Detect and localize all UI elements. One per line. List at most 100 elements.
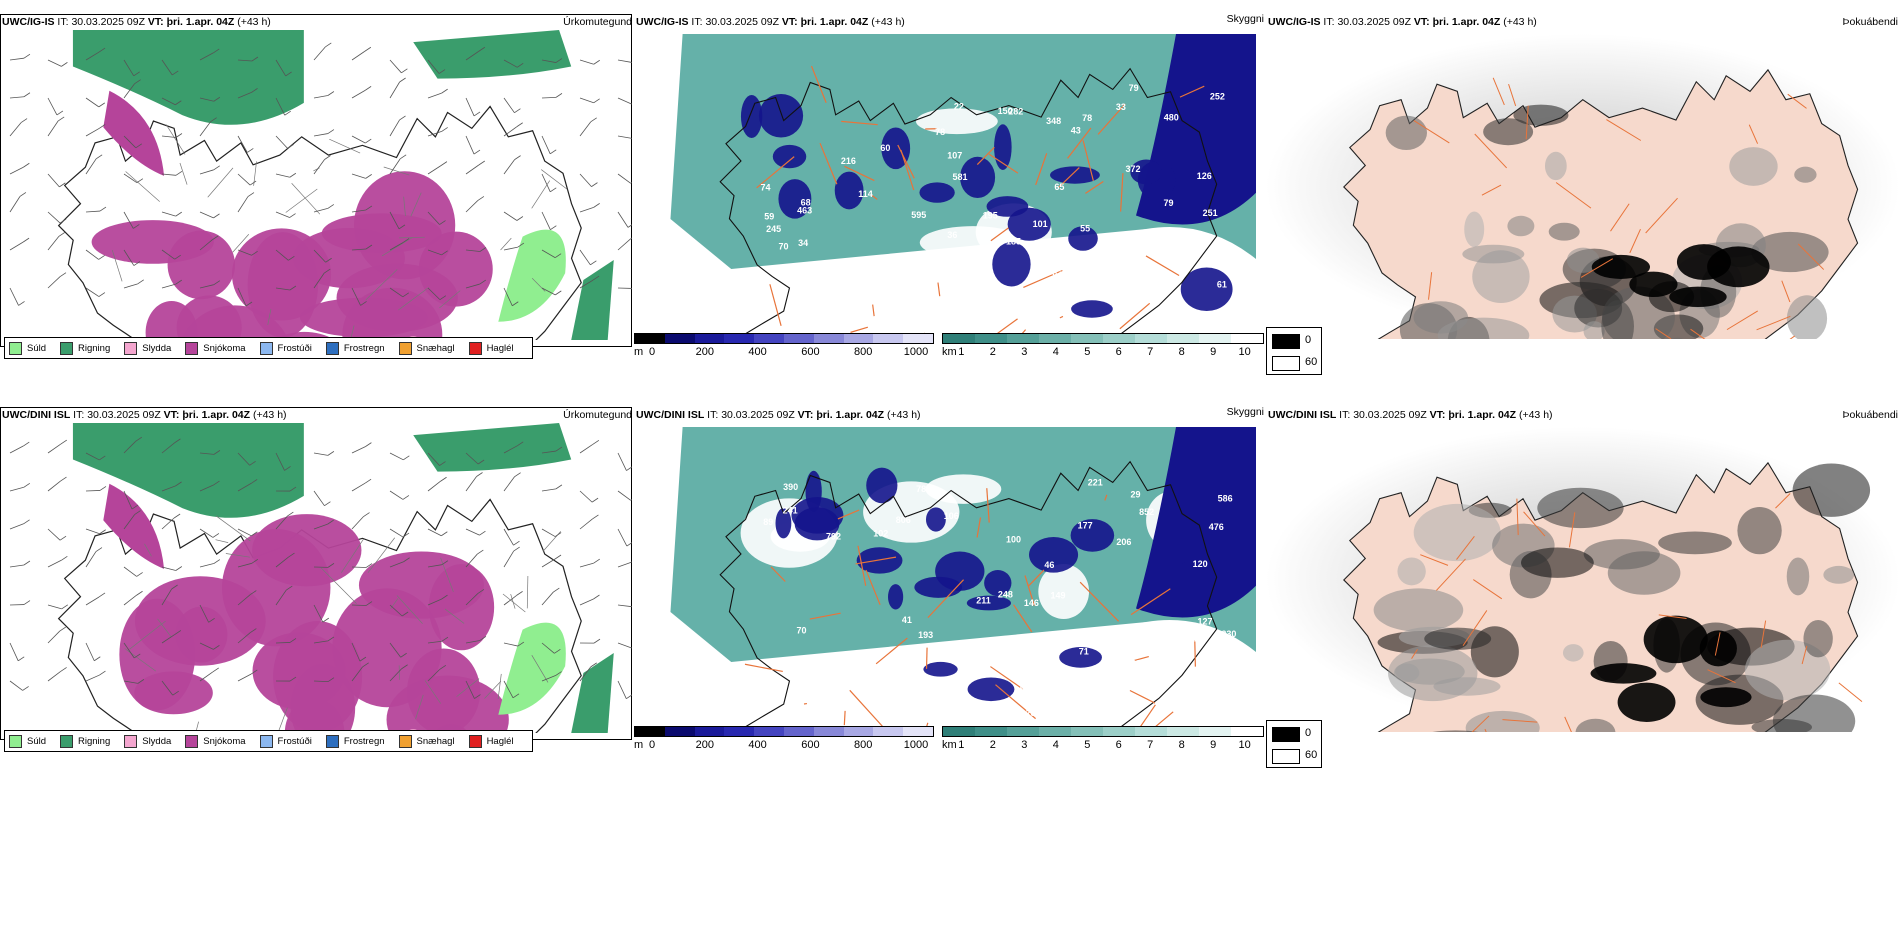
road — [403, 196, 406, 216]
road — [215, 515, 251, 542]
wind-barb — [47, 559, 62, 568]
legend-label: Súld — [27, 735, 47, 747]
cloudbase-value-label: 125 — [1166, 667, 1181, 677]
wind-barb — [389, 242, 404, 251]
wind-barb — [617, 59, 632, 63]
panel-header: UWC/IG-IS IT: 30.03.2025 09Z VT: þri. 1.… — [2, 16, 271, 28]
visibility-map: 1461392212301567922413608523183078924814… — [670, 427, 1256, 732]
wind-barb — [85, 490, 101, 492]
wind-barb — [161, 588, 172, 606]
road — [875, 637, 908, 665]
wind-barb — [617, 173, 631, 184]
wind-barb — [313, 46, 326, 61]
road — [809, 612, 841, 620]
wind-barb — [541, 528, 556, 537]
snow-area — [290, 664, 356, 733]
cloudbase-area — [992, 242, 1031, 287]
legend-label: Frostregn — [343, 342, 385, 354]
lead-time: (+43 h) — [871, 16, 905, 28]
wind-barb — [275, 287, 290, 291]
cloudbase-area — [1050, 166, 1100, 184]
colorbar-tick: 400 — [748, 739, 767, 751]
fog-index-field — [1794, 166, 1817, 183]
wind-barb — [85, 51, 100, 61]
road — [1462, 610, 1488, 646]
legend-label: Haglél — [486, 735, 514, 747]
legend-label: Snjókoma — [203, 735, 246, 747]
wind-barb — [9, 96, 25, 99]
it-label: IT: — [691, 16, 703, 28]
colorbar-tick: 0 — [648, 739, 656, 751]
legend-item: Rigning — [60, 341, 110, 355]
road — [1058, 167, 1080, 188]
road — [1134, 655, 1149, 662]
wind-barb — [161, 442, 175, 454]
cloudbase-value-label: 245 — [766, 224, 781, 234]
road — [844, 165, 875, 182]
wind-barb — [275, 642, 291, 644]
wind-barb — [427, 92, 442, 99]
cloudbase-value-label: 89 — [763, 517, 773, 527]
wind-barb — [541, 642, 555, 654]
road — [1136, 704, 1156, 732]
wind-barb — [47, 236, 60, 251]
road — [365, 269, 398, 301]
road — [444, 608, 465, 624]
cloudbase-area — [960, 156, 996, 199]
wind-barb — [123, 83, 135, 99]
cloudbase-value-label: 100 — [1006, 535, 1021, 545]
snow-area — [252, 514, 362, 587]
colorbar-tick: 4 — [1052, 739, 1059, 751]
lead-time: (+43 h) — [237, 16, 271, 28]
panel-title: Skyggni — [1226, 406, 1264, 418]
fog-index-field — [1507, 215, 1535, 237]
legend-swatch — [60, 341, 74, 355]
wind-barb — [123, 594, 137, 606]
wind-barb — [541, 488, 556, 492]
fog-legend-swatch — [1272, 356, 1300, 371]
fog-index-field — [1373, 588, 1464, 632]
snow-area — [299, 297, 428, 338]
wind-barb — [617, 642, 632, 649]
road — [1508, 83, 1517, 107]
cloudbase-value-label: 70 — [779, 241, 789, 251]
colorbar-tick: 200 — [695, 346, 714, 358]
model-name: UWC/IG-IS — [1268, 16, 1321, 28]
colorbar-tick: 800 — [854, 739, 873, 751]
wind-barb — [389, 287, 404, 298]
cloudbase-value-label: 43 — [1071, 126, 1081, 136]
road — [857, 545, 867, 586]
road — [179, 162, 188, 185]
legend-item: Haglél — [468, 734, 514, 748]
colorbar-tick: 3 — [1021, 739, 1028, 751]
road — [1035, 153, 1048, 186]
wind-barb — [465, 476, 477, 492]
legend-label: Frostúði — [277, 735, 312, 747]
wind-barb — [123, 440, 137, 454]
snow-area — [181, 305, 289, 340]
road — [1023, 269, 1063, 288]
wind-barb — [85, 674, 100, 682]
colorbar-tick: 0 — [648, 346, 656, 358]
wind-barb — [351, 604, 367, 606]
colorbar-tick: 7 — [1147, 346, 1154, 358]
cloudbase-value-label: 110 — [1018, 633, 1033, 643]
wind-barb — [579, 121, 592, 137]
road — [207, 167, 234, 198]
road — [484, 680, 502, 699]
road — [1129, 689, 1156, 704]
road — [1714, 632, 1721, 656]
road — [1059, 315, 1064, 319]
vt-label: VT: — [163, 409, 180, 421]
road — [500, 237, 512, 251]
fog-legend-swatch — [1272, 334, 1300, 349]
snow-area — [167, 230, 235, 300]
road — [390, 598, 399, 610]
wind-barb — [161, 173, 177, 176]
wind-barb — [123, 135, 137, 149]
wind-barb — [541, 173, 551, 192]
colorbar-tick: 8 — [1178, 346, 1185, 358]
cloudbase-value-label: 372 — [1126, 164, 1141, 174]
legend-swatch — [9, 341, 22, 355]
legend-item: Frostúði — [259, 734, 312, 748]
